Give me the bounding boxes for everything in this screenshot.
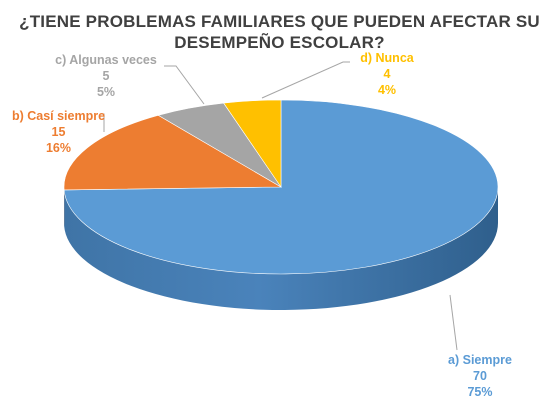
- data-label-algunas-veces: c) Algunas veces 5 5%: [50, 52, 162, 100]
- data-label-value: 4: [383, 67, 391, 81]
- data-label-name: b) Casí siempre: [11, 109, 106, 123]
- leader-line-1: [100, 113, 105, 132]
- pie-side-0: [64, 187, 498, 310]
- data-label-name: d) Nunca: [360, 51, 414, 65]
- data-label-percent: 75%: [467, 385, 493, 399]
- leader-lines: [100, 61, 458, 351]
- data-label-name: c) Algunas veces: [55, 53, 157, 67]
- pie-side-walls: [64, 187, 498, 310]
- data-label-value: 70: [473, 369, 487, 383]
- leader-line-2: [164, 65, 205, 105]
- leader-line-3: [261, 61, 350, 99]
- data-label-value: 15: [51, 125, 66, 139]
- data-label-casi-siempre: b) Casí siempre 15 16%: [6, 108, 111, 156]
- data-label-nunca: d) Nunca 4 4%: [352, 50, 422, 98]
- data-label-percent: 4%: [377, 83, 397, 97]
- chart-title-line-2: DESEMPEÑO ESCOLAR?: [174, 33, 385, 52]
- pie-slice-1: [63, 114, 283, 191]
- pie-slice-3: [223, 99, 282, 188]
- chart-title-line-1: ¿TIENE PROBLEMAS FAMILIARES QUE PUEDEN A…: [19, 12, 540, 31]
- data-label-percent: 5%: [96, 85, 116, 99]
- leader-line-0: [449, 294, 458, 351]
- data-label-name: a) Siempre: [448, 353, 512, 367]
- pie-slices: [63, 99, 499, 275]
- data-label-percent: 16%: [45, 141, 72, 155]
- data-label-siempre: a) Siempre 70 75%: [430, 352, 530, 400]
- data-label-value: 5: [102, 69, 110, 83]
